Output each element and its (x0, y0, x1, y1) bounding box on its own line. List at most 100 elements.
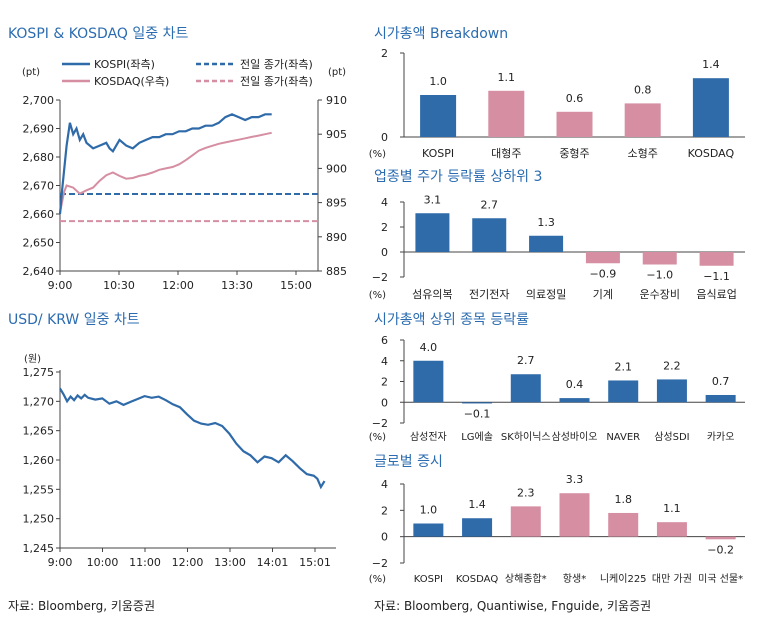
bars: 4 2 0 −2 (%) 1.0 KOSPI 1.4 KOSDAQ 2.3 상해종합* 3.3 항생* 1… (369, 473, 745, 585)
y-right-tick-label: 900 (326, 162, 347, 175)
chart-title: KOSPI & KOSDAQ 일중 차트 (8, 26, 188, 42)
unit-label: (%) (369, 290, 386, 301)
legend: KOSPI(좌측) KOSDAQ(우측) 전일 종가(좌측) 전일 종가(좌측) (62, 57, 313, 88)
y-ticks: 1,275 1,270 1,265 1,260 1,255 1,250 1,245 (23, 366, 61, 555)
data-label: 4.0 (420, 341, 438, 354)
category-label: LG에솔 (461, 431, 493, 443)
bar (511, 374, 541, 402)
y-left-tick-label: 2,650 (23, 237, 55, 250)
category-label: 기계 (593, 288, 613, 301)
data-label: 0.4 (566, 378, 584, 391)
usd-krw-chart: USD/ KRW 일중 차트 (원) 1,2751,2701,2651,2601… (8, 312, 336, 569)
unit-label: (%) (369, 432, 386, 443)
data-label: 1.1 (498, 71, 516, 84)
bars: 6 4 2 0 −2 (%) 4.0 삼성전자 −0.1 LG에솔 2.7 SK하이닉스 0.4 삼성바이… (369, 334, 745, 443)
y-left-tick-label: 2,690 (23, 123, 55, 136)
y-right-tick-label: 895 (326, 197, 347, 210)
chart-title: 업종별 주가 등락률 상하위 3 (374, 169, 542, 185)
y-tick-label: −2 (372, 417, 388, 430)
y-left-ticks: 2,700 2,690 2,680 2,670 2,660 2,650 2,640 (23, 94, 61, 278)
category-label: 대만 가권 (652, 573, 692, 585)
x-tick-label: 15:00 (280, 279, 312, 292)
kospi-kosdaq-chart: KOSPI & KOSDAQ 일중 차트 (pt) (pt) KOSPI(좌측)… (8, 26, 347, 292)
data-label: 3.3 (566, 473, 584, 486)
legend-prev-close-1: 전일 종가(좌측) (240, 57, 313, 71)
y-right-ticks: 910 905 900 895 890 885 (318, 94, 347, 278)
y-tick-label: −2 (372, 557, 388, 570)
bar (413, 524, 443, 537)
category-label: KOSDAQ (456, 574, 498, 585)
category-label: 카카오 (707, 431, 735, 443)
data-label: 1.4 (468, 498, 486, 511)
category-label: 삼성SDI (654, 431, 689, 443)
y-tick-label: 1,255 (23, 483, 55, 496)
y-tick-label: −2 (372, 271, 388, 284)
legend-kospi: KOSPI(좌측) (94, 58, 155, 71)
y-tick-label: 1,275 (23, 366, 55, 379)
bar (706, 395, 736, 402)
chart-title: 글로벌 증시 (374, 454, 443, 470)
top-caps-chart: 시가총액 상위 종목 등락률 6 4 2 0 −2 (%) 4.0 삼성전자 −0.1 LG에솔 2… (369, 312, 745, 443)
x-ticks: 9:00 10:00 11:00 12:00 13:00 14:01 15:01 (48, 548, 331, 569)
data-label: 1.1 (663, 502, 681, 515)
bar (657, 522, 687, 536)
x-tick-label: 12:00 (172, 556, 204, 569)
category-label: 중형주 (559, 147, 589, 160)
data-label: 0.6 (566, 92, 584, 105)
data-label: 1.8 (614, 493, 632, 506)
sector-chart: 업종별 주가 등락률 상하위 3 4 2 0 −2 (%) 3.1 섬유의복 2.7 전기전자 1… (369, 169, 745, 301)
series-line-usdkrw (60, 388, 325, 487)
unit-label: (%) (369, 574, 386, 585)
x-tick-label: 13:30 (221, 279, 253, 292)
y-tick-label: 1,250 (23, 513, 55, 526)
bar (488, 91, 524, 137)
x-tick-label: 15:01 (299, 556, 331, 569)
chart-title: USD/ KRW 일중 차트 (8, 312, 140, 328)
series-line-kospi (60, 114, 272, 214)
category-label: 전기전자 (469, 288, 509, 301)
source-left: 자료: Bloomberg, 키움증권 (8, 599, 155, 613)
bar (700, 252, 734, 266)
data-label: 2.7 (481, 198, 499, 211)
y-tick-label: 0 (381, 396, 388, 409)
legend-prev-close-2: 전일 종가(좌측) (240, 74, 313, 88)
category-label: 섬유의복 (412, 288, 452, 301)
chart-title: 시가총액 Breakdown (374, 26, 508, 42)
data-label: −0.1 (464, 407, 491, 420)
y-tick-label: 2 (381, 504, 388, 517)
category-label: 대형주 (491, 147, 521, 160)
bar (643, 252, 677, 265)
y-tick-label: 1,270 (23, 395, 55, 408)
bars: 0 2 (%) 1.0 KOSPI 1.1 대형주 0.6 중형주 0.8 소형주 1.4 KOSDAQ (369, 47, 745, 160)
y-tick-label: 4 (381, 355, 388, 368)
y-right-tick-label: 890 (326, 231, 347, 244)
bar (586, 252, 620, 263)
bar (462, 518, 492, 536)
bar (706, 537, 736, 540)
source-right: 자료: Bloomberg, Quantiwise, Fnguide, 키움증권 (374, 599, 651, 613)
data-label: −0.2 (707, 543, 734, 556)
chart-title: 시가총액 상위 종목 등락률 (374, 312, 529, 328)
data-label: −0.9 (590, 267, 617, 280)
x-tick-label: 14:01 (257, 556, 289, 569)
y-left-tick-label: 2,640 (23, 265, 55, 278)
data-label: 1.0 (429, 75, 447, 88)
bar (560, 398, 590, 402)
category-label: 의료정밀 (526, 288, 566, 301)
x-ticks: 9:00 10:30 12:00 13:30 15:00 (48, 271, 312, 292)
y-tick-label: 1,265 (23, 425, 55, 438)
x-tick-label: 13:00 (214, 556, 246, 569)
x-tick-label: 10:00 (87, 556, 119, 569)
data-label: 0.8 (634, 83, 652, 96)
data-label: 2.2 (663, 359, 681, 372)
category-label: 상해종합* (505, 572, 547, 585)
chart-canvas: KOSPI & KOSDAQ 일중 차트 (pt) (pt) KOSPI(좌측)… (0, 0, 771, 621)
bar (560, 493, 590, 536)
y-tick-label: 4 (381, 196, 388, 209)
data-label: 0.7 (712, 375, 730, 388)
data-label: −1.0 (646, 269, 673, 282)
bar (511, 506, 541, 536)
category-label: KOSDAQ (688, 147, 735, 160)
legend-kosdaq: KOSDAQ(우측) (94, 75, 169, 88)
category-label: KOSPI (414, 574, 443, 585)
